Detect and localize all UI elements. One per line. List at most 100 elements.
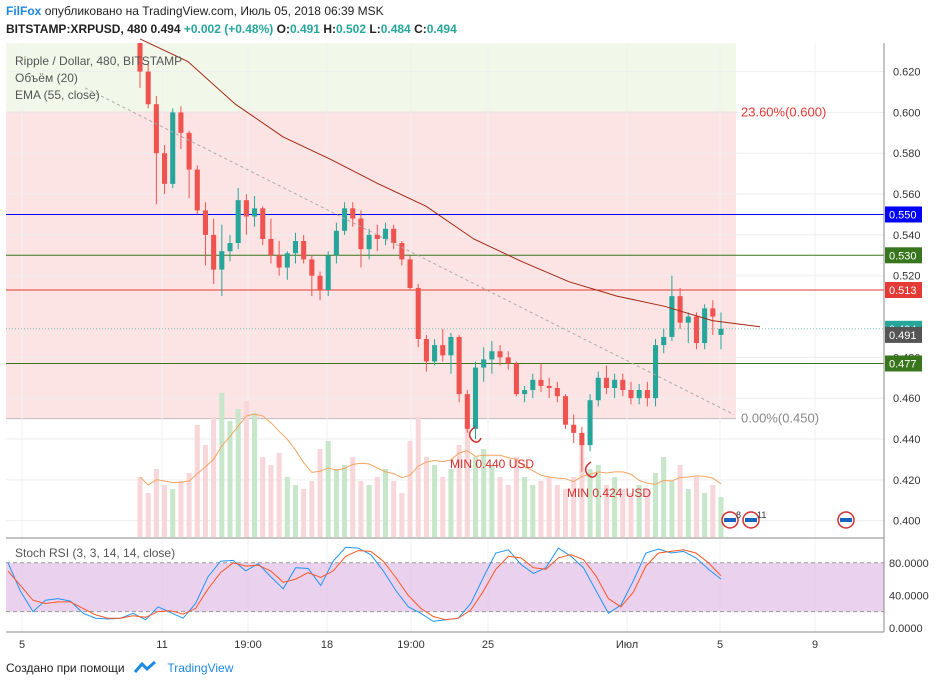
footer: Создано при помощи TradingView [6, 660, 233, 675]
volume-bar [652, 473, 659, 537]
candle-body [358, 218, 364, 250]
volume-bar [309, 481, 315, 537]
volume-bar [211, 417, 217, 537]
made-with-text: Создано при помощи [6, 661, 125, 675]
volume-bar [317, 449, 323, 537]
volume-bar [595, 465, 601, 537]
last-price: 0.494 [150, 22, 181, 36]
y-tick-label: 0.420 [893, 475, 921, 487]
author-name[interactable]: FilFox [6, 4, 42, 18]
volume-bar [587, 469, 593, 537]
candle-body [685, 316, 691, 323]
volume-bar [693, 477, 699, 537]
x-tick-label: 5 [19, 639, 25, 650]
candle-body [276, 255, 282, 268]
candle-body [505, 357, 511, 364]
candle-body [202, 210, 209, 235]
y-tick-label: 0.460 [893, 393, 921, 405]
fib-label-23.6: 23.60%(0.600) [741, 104, 826, 119]
candle-body [440, 345, 446, 356]
x-tick-label: 11 [156, 639, 167, 650]
volume-bars [137, 393, 724, 537]
candle-body [391, 228, 397, 244]
candle-body [227, 243, 233, 252]
volume-bar [423, 457, 429, 537]
tradingview-link[interactable]: TradingView [167, 661, 234, 675]
stoch-tick-label: 40.0000 [889, 590, 929, 602]
level-label: 0.513 [889, 285, 917, 297]
volume-bar [325, 441, 331, 537]
level-label: 0.550 [889, 209, 917, 221]
candle-body [571, 424, 577, 433]
fib-label-0: 0.00%(0.450) [741, 411, 819, 426]
volume-bar [644, 489, 650, 537]
candle-body [644, 390, 650, 399]
price-label: 0.491 [889, 330, 917, 342]
candle-body [252, 208, 258, 217]
volume-bar [219, 393, 225, 537]
volume-bar [382, 469, 389, 537]
fib-zone-upper [6, 43, 736, 113]
x-tick-label: 19:00 [397, 639, 425, 650]
candle-body [350, 208, 356, 219]
min-marker-1 [468, 426, 482, 443]
candle-body [669, 296, 675, 337]
candle-body [612, 379, 618, 388]
candle-body [693, 316, 699, 344]
y-tick-label: 0.440 [893, 434, 921, 446]
candle-body [170, 112, 176, 184]
volume-bar [333, 469, 339, 537]
volume-bar [374, 477, 380, 537]
candle-body [268, 238, 274, 256]
candle-body [162, 153, 168, 184]
legend-ema: EMA (55, close) [15, 88, 100, 102]
symbol-header: BITSTAMP:XRPUSD, 480 0.494 +0.002 (+0.48… [6, 22, 457, 36]
volume-bar [399, 493, 405, 537]
volume-bar [636, 485, 642, 537]
candle-body [710, 308, 716, 317]
y-tick-label: 0.400 [893, 516, 921, 528]
y-tick-label: 0.580 [893, 148, 921, 160]
volume-bar [227, 421, 233, 537]
volume-bar [677, 465, 683, 537]
volume-bar [350, 457, 356, 537]
price-chart[interactable]: 23.60%(0.600) 0.00%(0.450) MIN 0.440 USD MI… [0, 0, 942, 650]
level-label-box [885, 247, 922, 264]
candle-body [284, 253, 290, 268]
candle-body [342, 208, 348, 231]
candle-body [243, 200, 249, 217]
stoch-tick-label: 0.0000 [889, 623, 923, 635]
volume-bar [612, 477, 618, 537]
volume-bar [513, 457, 519, 537]
volume-bar [284, 477, 290, 537]
y-tick-label: 0.540 [893, 230, 921, 242]
event-flag-icon [724, 518, 736, 522]
x-tick-label: 9 [812, 639, 818, 650]
candles [137, 43, 724, 472]
price-change: +0.002 (+0.48%) [183, 22, 274, 36]
legend-title: Ripple / Dollar, 480, BITSTAMP [15, 54, 182, 68]
y-tick-label: 0.600 [893, 107, 921, 119]
candle-body [423, 338, 429, 362]
candle-body [292, 241, 299, 254]
event-count: 11 [757, 510, 766, 520]
close-label: C: [414, 22, 427, 36]
candle-body [325, 255, 331, 290]
high-label: H: [323, 22, 336, 36]
level-label: 0.530 [889, 250, 917, 262]
candle-body [562, 396, 569, 425]
candle-body [415, 287, 421, 339]
candle-body [333, 230, 339, 256]
volume-bar [137, 477, 143, 537]
x-tick-label: 5 [717, 639, 723, 650]
candle-body [481, 359, 487, 368]
volume-bar [301, 489, 307, 537]
volume-bar [391, 481, 397, 537]
candle-body [661, 336, 667, 346]
volume-bar [170, 489, 176, 537]
volume-bar [685, 489, 691, 537]
candle-body [366, 234, 372, 250]
event-count: 8 [736, 510, 741, 520]
low-label: L: [369, 22, 381, 36]
candle-body [186, 132, 192, 170]
